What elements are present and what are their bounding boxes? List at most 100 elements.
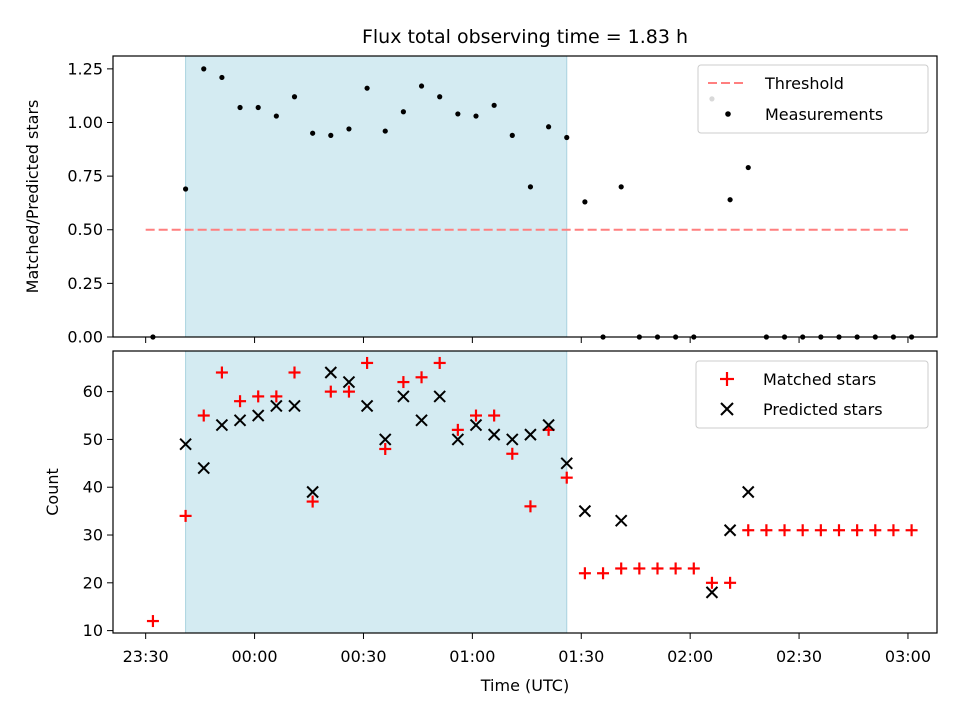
x-tick-label: 03:00 [885,647,931,666]
predicted-point [324,366,338,379]
measurement-point [400,109,406,115]
y-tick-label: 0.00 [67,328,103,347]
top-x-ticks [145,337,909,343]
chart-title: Flux total observing time = 1.83 h [362,26,688,48]
predicted-point [560,457,573,470]
legend-matched-swatch [720,372,734,386]
legend-measurements-swatch [725,111,731,117]
measurement-point [455,111,461,117]
y-tick-label: 60 [83,382,103,401]
x-tick-label: 00:00 [232,647,278,666]
matched-point [560,471,573,484]
matched-point [379,442,392,455]
x-tick-label: 01:00 [449,647,495,666]
bottom-y-ticks: 10 20 30 40 50 60 [83,382,113,640]
predicted-point [705,586,719,599]
measurement-point [509,132,515,138]
predicted-point [342,375,356,389]
bottom-axes-frame [112,350,938,634]
matched-point [415,371,428,384]
predicted-point [306,485,319,499]
top-y-ticks: 0.00 0.25 0.50 0.75 1.00 1.25 [67,59,113,347]
top-axes-frame [112,55,938,338]
bottom-legend: Matched stars Predicted stars [695,360,929,429]
y-tick-label: 20 [83,573,103,592]
measurement-point [582,199,588,205]
top-shaded-region [185,55,568,338]
bottom-shaded-region [185,350,568,634]
matched-point [633,562,646,575]
y-tick-label: 0.75 [67,167,103,186]
measurement-point [564,134,570,141]
matched-point [869,524,882,537]
matched-point [851,524,864,537]
predicted-points [179,366,755,599]
matched-point [687,562,700,575]
predicted-point [542,418,555,432]
measurement-point [219,74,225,81]
matched-point [179,509,192,522]
predicted-point [433,390,446,403]
matched-point [451,423,464,436]
matched-point [469,409,482,422]
top-panel: 0.00 0.25 0.50 0.75 1.00 1.25 Matched/Predict… [23,55,938,347]
legend-measurements-label: Measurements [765,105,883,124]
predicted-point [451,433,465,446]
predicted-point [197,461,210,475]
y-tick-label: 1.25 [67,59,103,78]
measurement-point [328,132,334,138]
y-tick-label: 30 [83,526,103,545]
matched-point [324,385,337,398]
matched-point [796,524,809,537]
measurement-point [346,126,352,132]
predicted-point [487,428,501,441]
matched-point [361,356,374,369]
matched-point [215,366,228,379]
bottom-y-axis-label: Count [43,468,62,516]
predicted-point [415,414,428,427]
bottom-x-ticks: 23:30 00:00 00:30 01:00 01:30 02:00 02:30 03:00 [123,633,931,666]
bottom-panel: 10 20 30 40 50 60 23:30 00:00 00:30 01:00 01:30 02… [43,350,938,695]
matched-point [760,524,773,537]
matched-point [669,562,682,575]
matched-point [270,390,283,403]
x-tick-label: 02:30 [776,647,822,666]
legend-predicted-swatch [720,402,734,416]
matched-point [832,524,845,537]
measurement-point [727,197,733,203]
predicted-point [614,514,628,527]
measurement-point [382,128,388,134]
x-tick-label: 02:00 [667,647,713,666]
measurement-point [545,124,552,130]
top-y-axis-label: Matched/Predicted stars [23,100,42,294]
matched-point [597,567,610,580]
measurement-point [291,94,298,100]
predicted-point [469,418,483,432]
x-tick-label: 01:30 [558,647,604,666]
matched-point [306,495,319,508]
predicted-point [288,399,301,413]
y-tick-label: 50 [83,430,103,449]
y-tick-label: 0.25 [67,274,103,293]
predicted-point [397,390,410,403]
matched-point [724,576,737,589]
legend-predicted-label: Predicted stars [763,400,883,419]
bottom-legend-box [695,360,929,429]
measurement-point [310,130,316,136]
matched-point [433,356,446,369]
x-tick-label: 23:30 [123,647,169,666]
predicted-point [233,414,247,427]
matched-point [488,409,501,422]
y-tick-label: 1.00 [67,113,103,132]
predicted-point [524,428,537,441]
predicted-point [179,437,192,451]
legend-threshold-label: Threshold [764,74,844,93]
predicted-point [270,399,283,413]
predicted-point [379,433,392,446]
predicted-point [578,504,592,518]
measurement-point [418,83,425,89]
measurement-point [273,113,279,119]
matched-point [651,562,664,575]
matched-point [197,409,210,422]
